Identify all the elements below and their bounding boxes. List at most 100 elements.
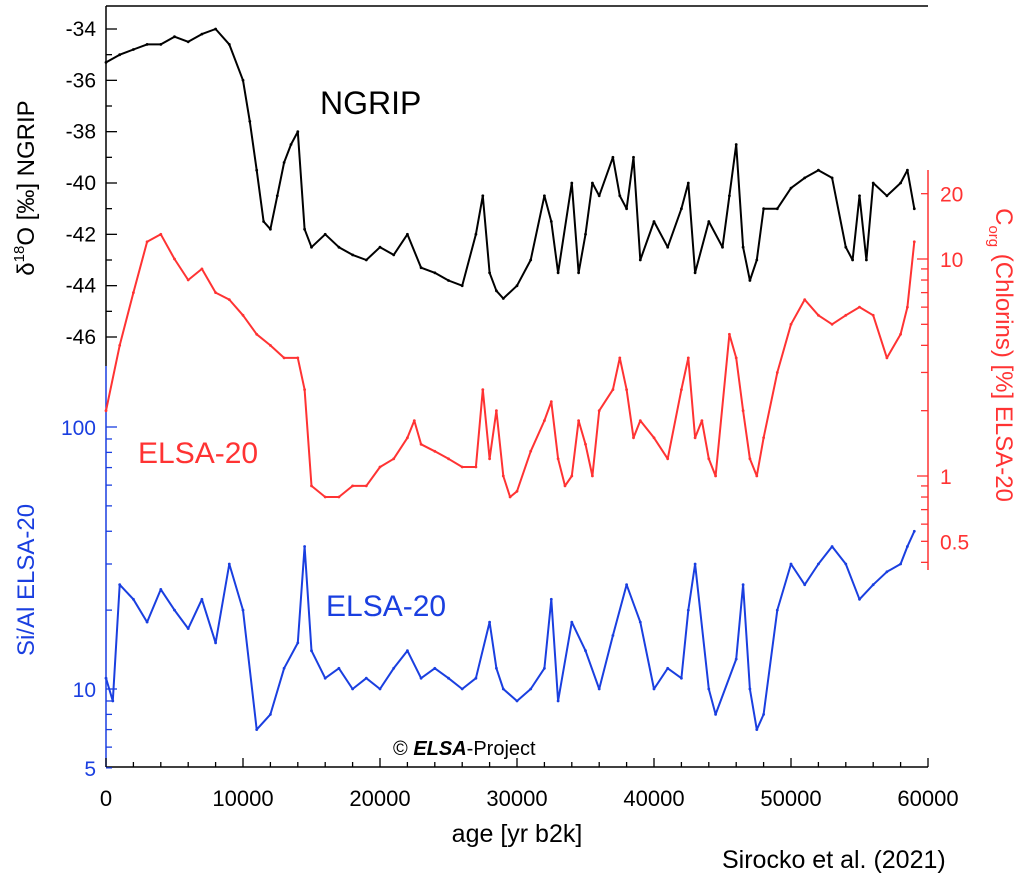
ngrip-tick-label: -38	[66, 121, 96, 144]
ngrip-data-point	[495, 289, 498, 293]
sial-data-point	[303, 545, 306, 548]
sial-data-point	[111, 699, 115, 703]
ngrip-axis-label: δ18O [‰] NGRIP	[11, 100, 40, 275]
ngrip-data-point	[460, 284, 464, 288]
sial-series-label: ELSA-20	[326, 590, 446, 623]
chlorins-data-point	[474, 465, 478, 469]
x-tick-label: 0	[100, 786, 112, 811]
chlorins-data-point	[406, 436, 409, 440]
ngrip-data-point	[741, 245, 745, 249]
chlorins-data-point	[700, 419, 704, 422]
ngrip-tick-label: -44	[66, 275, 97, 298]
ngrip-data-point	[830, 176, 834, 180]
ngrip-series-line	[105, 28, 916, 300]
sial-data-point	[323, 676, 327, 680]
sial-data-point	[556, 699, 560, 703]
chlorins-data-point	[556, 457, 560, 461]
sial-data-point	[200, 597, 204, 601]
chlorins-data-point	[433, 449, 437, 453]
sial-data-point	[803, 583, 807, 587]
chlorins-data-point	[214, 291, 218, 294]
sial-data-point	[495, 666, 498, 670]
ngrip-series-label: NGRIP	[320, 85, 421, 121]
ngrip-data-point	[597, 194, 601, 198]
ngrip-data-point	[611, 155, 615, 159]
chlorins-data-point	[728, 332, 731, 336]
chlorins-series-label: ELSA-20	[138, 437, 258, 470]
sial-data-point	[460, 687, 464, 691]
chlorins-data-point	[563, 484, 567, 488]
ngrip-data-point	[269, 227, 272, 231]
ngrip-data-point	[145, 43, 149, 46]
ngrip-data-point	[556, 271, 560, 275]
x-tick-label: 30000	[486, 786, 547, 811]
chlorins-data-point	[310, 484, 313, 488]
chlorins-data-point	[611, 388, 615, 391]
ngrip-data-point	[728, 194, 731, 198]
ngrip-data-point	[303, 227, 306, 231]
chlorins-data-point	[591, 474, 594, 478]
copyright-project: -Project	[466, 738, 536, 760]
ngrip-data-point	[214, 27, 218, 31]
ngrip-data-point	[337, 245, 341, 249]
chlorins-data-point	[200, 267, 204, 271]
sial-axis-label: Si/Al ELSA-20	[13, 504, 40, 656]
ngrip-data-point	[680, 207, 683, 211]
x-axis-ticks: 0 10000 20000 30000 40000 50000 60000	[100, 758, 959, 811]
chlorins-data-point	[323, 495, 327, 499]
ngrip-data-point	[686, 181, 690, 185]
chlorins-data-point	[666, 457, 670, 461]
chlorins-axis-label-c: C	[990, 208, 1017, 225]
chlorins-data-point	[412, 419, 416, 422]
ngrip-data-point	[865, 258, 868, 262]
sial-data-point	[693, 562, 697, 566]
sial-data-point	[789, 562, 793, 566]
sial-data-point	[104, 676, 108, 680]
chlorins-data-point	[707, 457, 711, 461]
chlorins-tick-label: 20	[940, 184, 963, 207]
sial-data-point	[406, 649, 409, 653]
sial-data-point	[741, 583, 745, 587]
citation-credit: Sirocko et al. (2021)	[722, 846, 946, 874]
sial-data-point	[844, 562, 848, 566]
ngrip-axis-label-delta: δ	[13, 262, 40, 275]
chlorins-data-point	[282, 356, 286, 360]
chlorins-data-point	[364, 484, 368, 488]
ngrip-data-point	[289, 143, 293, 146]
ngrip-tick-label: -36	[66, 69, 96, 92]
sial-data-point	[638, 620, 642, 624]
ngrip-data-point	[447, 279, 450, 282]
ngrip-data-point	[618, 194, 622, 198]
ngrip-data-point	[721, 245, 724, 249]
ngrip-data-point	[200, 32, 204, 36]
x-axis-label: age [yr b2k]	[452, 820, 583, 848]
sial-data-point	[707, 687, 711, 691]
ngrip-axis-label-sup: 18	[11, 246, 28, 263]
ngrip-data-point	[632, 155, 635, 159]
ngrip-data-point	[159, 43, 163, 46]
chlorins-data-point	[269, 344, 272, 347]
x-tick-label: 50000	[760, 786, 821, 811]
sial-data-point	[625, 583, 628, 587]
ngrip-tick-label: -34	[66, 18, 97, 41]
ngrip-data-point	[227, 43, 231, 46]
chlorins-data-point	[741, 409, 745, 413]
chlorins-data-point	[885, 356, 889, 360]
ngrip-data-point	[899, 181, 902, 185]
sial-data-point	[748, 687, 752, 691]
chlorins-data-point	[748, 457, 752, 461]
ngrip-data-point	[851, 258, 854, 262]
sial-tick-label: 100	[61, 417, 96, 440]
chlorins-data-point	[789, 322, 793, 326]
ngrip-data-point	[871, 181, 875, 185]
chlorins-data-point	[830, 322, 834, 326]
chlorins-data-point	[303, 388, 306, 391]
ngrip-data-point	[885, 194, 889, 198]
chlorins-data-point	[775, 371, 779, 374]
chlorins-data-point	[686, 356, 690, 360]
ngrip-tick-label: -40	[66, 172, 96, 195]
ngrip-data-point	[584, 232, 587, 236]
sial-tick-label: 5	[84, 758, 96, 781]
sial-data-point	[611, 634, 615, 637]
